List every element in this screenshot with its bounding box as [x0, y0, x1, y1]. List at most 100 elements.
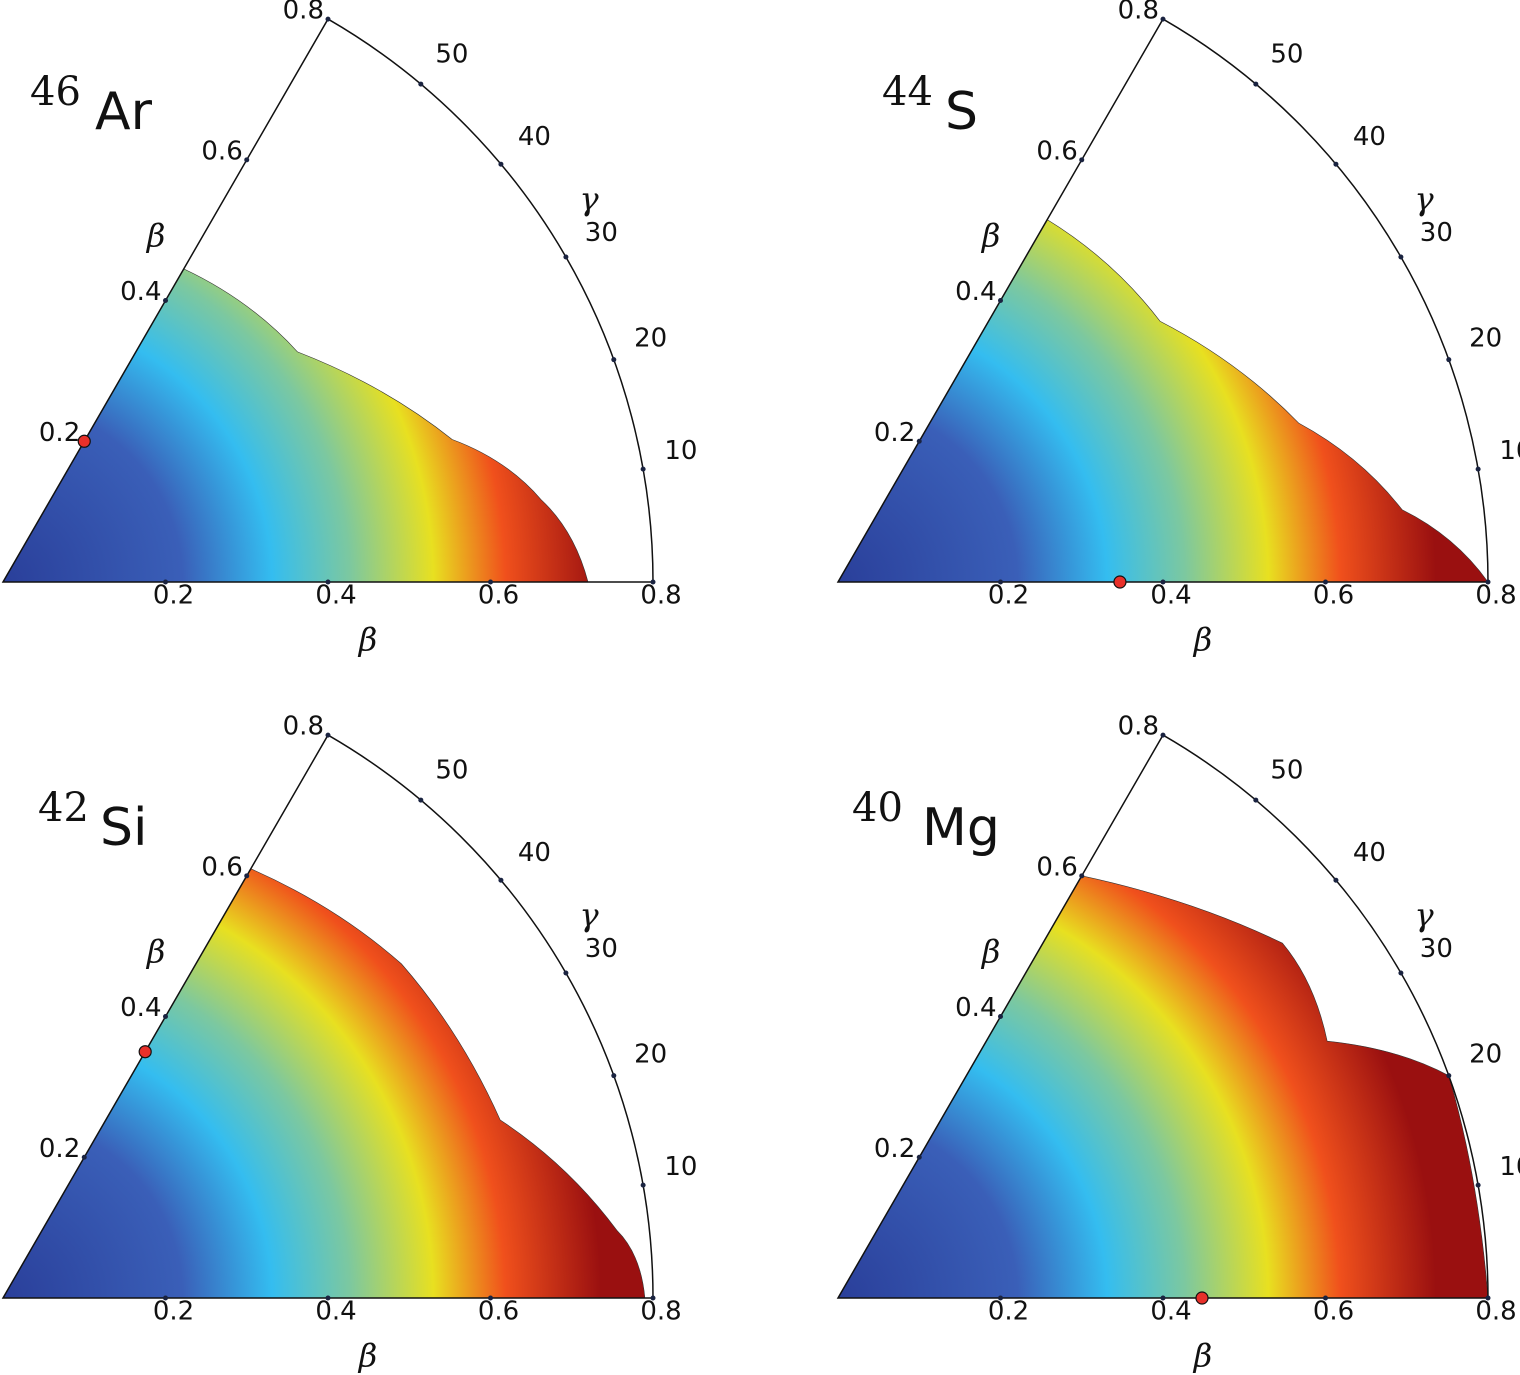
- beta-tick: [325, 732, 331, 738]
- beta-tick-label: 0.8: [283, 0, 324, 26]
- beta-tick-label: 0.4: [120, 993, 161, 1023]
- gamma-tick: [498, 161, 504, 167]
- gamma-tick: [498, 877, 504, 883]
- beta-tick-label: 0.6: [201, 852, 242, 882]
- gamma-tick: [1398, 254, 1404, 260]
- y-axis-label: β: [981, 933, 1001, 971]
- angle-axis-label: γ: [1414, 896, 1434, 934]
- gamma-tick-label: 40: [1353, 122, 1386, 152]
- energy-surface: [2, 268, 589, 583]
- gamma-tick: [1253, 81, 1259, 87]
- beta-tick: [998, 1014, 1003, 1020]
- beta-tick-label: 0.4: [315, 581, 356, 611]
- gamma-tick-label: 50: [435, 40, 468, 70]
- beta-tick: [325, 1295, 331, 1301]
- gamma-tick: [1446, 357, 1452, 363]
- beta-tick: [998, 1295, 1003, 1301]
- gamma-tick: [1333, 877, 1339, 883]
- gamma-tick-label: 40: [518, 838, 551, 868]
- mass-number: 44: [882, 69, 933, 115]
- gamma-tick-label: 50: [1270, 756, 1303, 786]
- minimum-point: [77, 434, 91, 448]
- panel: 0.2 0.2 0.4 0.4 0.6 0.6 0.8 0.8 10 20 30 40 50 β β γ 42 S…: [1, 712, 697, 1375]
- panel: 0.2 0.2 0.4 0.4 0.6 0.6 0.8 0.8 10 20 30 40 50 β β γ 40 M…: [836, 712, 1520, 1375]
- beta-tick-label: 0.4: [1150, 1297, 1191, 1327]
- gamma-tick-label: 30: [1420, 934, 1453, 964]
- mass-number: 42: [38, 785, 89, 831]
- energy-surface: [837, 875, 1489, 1299]
- gamma-tick-label: 30: [585, 218, 618, 248]
- gamma-tick: [1446, 1073, 1452, 1079]
- gamma-tick: [611, 357, 617, 363]
- mass-number: 40: [852, 785, 903, 831]
- x-axis-label: β: [1193, 1337, 1213, 1375]
- beta-tick-label: 0.2: [874, 1134, 915, 1164]
- beta-tick-label: 0.2: [988, 581, 1029, 611]
- beta-tick-label: 0.6: [201, 136, 242, 166]
- gamma-tick: [1475, 466, 1481, 472]
- gamma-tick: [1333, 161, 1339, 167]
- beta-tick-label: 0.2: [39, 418, 80, 448]
- beta-tick-label: 0.2: [988, 1297, 1029, 1327]
- beta-tick: [325, 579, 331, 585]
- x-axis-label: β: [1193, 621, 1213, 659]
- element-symbol: S: [945, 82, 978, 142]
- beta-tick: [1160, 579, 1166, 585]
- beta-tick: [163, 579, 168, 585]
- gamma-tick-label: 10: [664, 1152, 697, 1182]
- gamma-tick-label: 40: [518, 122, 551, 152]
- beta-tick-label: 0.6: [1313, 1297, 1354, 1327]
- beta-tick: [1485, 579, 1491, 585]
- beta-tick-label: 0.6: [1036, 852, 1077, 882]
- gamma-tick-label: 50: [1270, 40, 1303, 70]
- beta-tick-label: 0.6: [1313, 581, 1354, 611]
- beta-tick: [488, 1295, 493, 1301]
- gamma-tick-label: 20: [1469, 324, 1502, 354]
- beta-tick-label: 0.8: [283, 712, 324, 742]
- beta-tick: [1323, 579, 1328, 585]
- gamma-tick: [418, 797, 424, 803]
- energy-surface: [837, 219, 1489, 583]
- beta-tick: [916, 438, 922, 444]
- y-axis-label: β: [146, 217, 166, 255]
- x-axis-label: β: [358, 621, 378, 659]
- gamma-tick: [1475, 1182, 1481, 1188]
- element-symbol: Mg: [922, 798, 1000, 858]
- beta-tick: [163, 1295, 168, 1301]
- beta-tick: [1079, 157, 1085, 163]
- beta-tick: [1160, 732, 1166, 738]
- gamma-tick: [418, 81, 424, 87]
- angle-axis-label: γ: [579, 180, 599, 218]
- beta-tick-label: 0.8: [1118, 712, 1159, 742]
- panel: 0.2 0.2 0.4 0.4 0.6 0.6 0.8 0.8 10 20 30 40 50 β β γ 46 A…: [1, 0, 697, 659]
- beta-tick-label: 0.4: [120, 277, 161, 307]
- energy-surface: [2, 868, 646, 1299]
- beta-tick: [998, 579, 1003, 585]
- minimum-point: [1113, 575, 1127, 589]
- beta-tick-label: 0.4: [1150, 581, 1191, 611]
- beta-tick-label: 0.8: [1475, 1297, 1516, 1327]
- minimum-point: [1195, 1291, 1209, 1305]
- panel: 0.2 0.2 0.4 0.4 0.6 0.6 0.8 0.8 10 20 30 40 50 β β γ 44 S: [836, 0, 1520, 659]
- gamma-tick-label: 50: [435, 756, 468, 786]
- gamma-tick-label: 30: [585, 934, 618, 964]
- angle-axis-label: γ: [579, 896, 599, 934]
- gamma-tick: [640, 466, 646, 472]
- gamma-tick-label: 20: [634, 1040, 667, 1070]
- gamma-tick: [563, 254, 569, 260]
- gamma-tick: [1253, 797, 1259, 803]
- x-axis-label: β: [358, 1337, 378, 1375]
- beta-tick-label: 0.6: [478, 581, 519, 611]
- beta-tick: [1160, 1295, 1166, 1301]
- beta-tick-label: 0.8: [1475, 581, 1516, 611]
- beta-tick-label: 0.4: [315, 1297, 356, 1327]
- beta-tick: [488, 579, 493, 585]
- beta-tick: [1160, 16, 1166, 22]
- beta-tick: [163, 1014, 168, 1020]
- beta-tick: [998, 298, 1003, 304]
- beta-tick: [1485, 1295, 1491, 1301]
- mass-number: 46: [30, 69, 81, 115]
- beta-tick-label: 0.8: [640, 581, 681, 611]
- beta-tick: [650, 1295, 656, 1301]
